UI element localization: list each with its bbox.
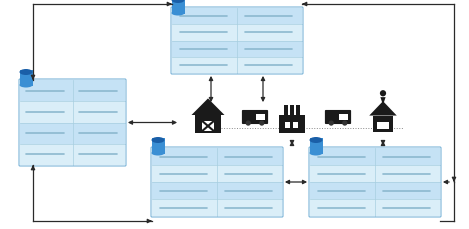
Circle shape (329, 120, 334, 126)
Bar (293, 122, 298, 128)
Bar (339, 114, 348, 120)
Bar (152, 199, 282, 216)
Bar (20, 70, 32, 86)
Polygon shape (191, 98, 225, 115)
Bar (172, 24, 302, 41)
Bar (152, 182, 282, 199)
Bar (310, 148, 440, 165)
Bar (172, 8, 302, 24)
Ellipse shape (20, 82, 32, 87)
Bar (285, 122, 290, 128)
Bar (296, 105, 300, 115)
Bar (202, 121, 214, 131)
Circle shape (342, 120, 348, 126)
Bar (152, 148, 282, 165)
Bar (284, 105, 287, 115)
Ellipse shape (151, 137, 165, 143)
Bar (373, 116, 393, 132)
Ellipse shape (310, 137, 323, 143)
Ellipse shape (151, 150, 165, 155)
Bar (172, 41, 302, 57)
Polygon shape (380, 97, 386, 105)
Bar (151, 138, 165, 154)
Bar (256, 114, 265, 120)
Bar (172, 57, 302, 73)
Bar (310, 182, 440, 199)
Bar (172, 0, 184, 14)
Bar (195, 115, 221, 133)
FancyBboxPatch shape (242, 110, 268, 124)
Bar (290, 105, 294, 115)
Polygon shape (369, 101, 397, 116)
Circle shape (259, 120, 265, 126)
Ellipse shape (20, 69, 32, 75)
Bar (152, 165, 282, 182)
Bar (20, 144, 125, 165)
Bar (280, 115, 304, 133)
Circle shape (380, 90, 386, 96)
Bar (20, 123, 125, 144)
Ellipse shape (172, 0, 184, 3)
Bar (310, 165, 440, 182)
Bar (310, 199, 440, 216)
Ellipse shape (172, 11, 184, 16)
Circle shape (246, 120, 251, 126)
Bar (377, 122, 389, 129)
Bar (310, 138, 323, 154)
Ellipse shape (310, 150, 323, 155)
Bar (20, 101, 125, 123)
FancyBboxPatch shape (325, 110, 351, 124)
Bar (20, 80, 125, 101)
